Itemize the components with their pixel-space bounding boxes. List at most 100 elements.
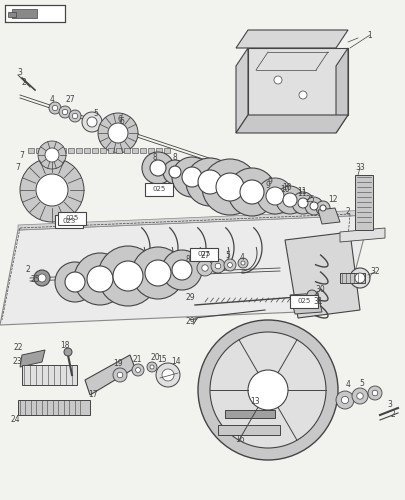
Circle shape <box>228 168 275 216</box>
Bar <box>36 148 42 153</box>
Text: 9: 9 <box>267 178 272 186</box>
Circle shape <box>59 106 71 118</box>
Circle shape <box>256 178 292 214</box>
Text: 21: 21 <box>132 356 141 364</box>
Bar <box>8 12 16 17</box>
Circle shape <box>215 173 243 201</box>
Text: 25: 25 <box>305 196 314 204</box>
Circle shape <box>65 272 85 292</box>
FancyBboxPatch shape <box>55 215 83 228</box>
Circle shape <box>335 391 353 409</box>
Circle shape <box>309 202 317 210</box>
Circle shape <box>211 259 224 273</box>
Text: 24: 24 <box>10 416 20 424</box>
Circle shape <box>185 158 233 206</box>
Circle shape <box>291 192 313 214</box>
Circle shape <box>142 152 174 184</box>
Circle shape <box>69 110 81 122</box>
Circle shape <box>275 186 303 214</box>
Text: 8: 8 <box>172 154 177 162</box>
Text: 31: 31 <box>312 298 322 306</box>
Circle shape <box>162 250 202 290</box>
Circle shape <box>224 259 235 271</box>
Bar <box>148 148 153 153</box>
Circle shape <box>34 270 50 286</box>
Text: 25: 25 <box>30 276 40 284</box>
Circle shape <box>315 201 329 215</box>
Bar <box>124 148 130 153</box>
Text: 11: 11 <box>296 188 306 196</box>
Circle shape <box>297 198 307 208</box>
Circle shape <box>87 117 97 127</box>
Bar <box>304 299 314 307</box>
Text: 12: 12 <box>327 194 337 203</box>
Circle shape <box>98 246 158 306</box>
Circle shape <box>354 273 364 283</box>
Bar <box>156 148 162 153</box>
Text: 5: 5 <box>359 378 364 388</box>
Circle shape <box>38 141 66 169</box>
Text: 10: 10 <box>279 186 289 194</box>
Polygon shape <box>18 210 369 230</box>
Circle shape <box>227 262 232 268</box>
Text: 2: 2 <box>345 208 350 216</box>
Circle shape <box>247 370 287 410</box>
Text: 29: 29 <box>185 294 194 302</box>
Circle shape <box>265 187 284 205</box>
Text: 18: 18 <box>60 340 70 349</box>
Circle shape <box>98 113 138 153</box>
Circle shape <box>198 170 222 194</box>
Circle shape <box>162 160 187 184</box>
Circle shape <box>241 261 244 265</box>
Polygon shape <box>289 293 321 314</box>
Text: 4: 4 <box>49 96 54 104</box>
Text: 2: 2 <box>21 78 26 86</box>
Circle shape <box>117 372 122 378</box>
Text: 27: 27 <box>200 252 209 260</box>
Circle shape <box>74 253 126 305</box>
Circle shape <box>132 364 144 376</box>
Bar <box>92 148 98 153</box>
Text: 025: 025 <box>65 215 79 221</box>
Circle shape <box>172 260 192 280</box>
Text: 16: 16 <box>234 436 244 444</box>
Circle shape <box>349 268 369 288</box>
Bar <box>60 148 66 153</box>
Text: 3: 3 <box>387 400 392 409</box>
Circle shape <box>367 386 381 400</box>
Bar <box>44 148 50 153</box>
Bar <box>68 148 74 153</box>
FancyBboxPatch shape <box>145 183 173 196</box>
Circle shape <box>201 265 208 271</box>
Circle shape <box>172 157 211 197</box>
Bar <box>12 9 37 18</box>
Circle shape <box>72 114 77 118</box>
Circle shape <box>198 320 337 460</box>
Text: 6: 6 <box>119 118 124 126</box>
Circle shape <box>38 274 46 282</box>
Circle shape <box>108 123 128 143</box>
Text: 14: 14 <box>171 358 180 366</box>
Text: 20: 20 <box>150 354 160 362</box>
Circle shape <box>113 261 143 291</box>
Circle shape <box>209 332 325 448</box>
Text: 23: 23 <box>12 358 22 366</box>
Text: 3: 3 <box>17 68 22 76</box>
Bar <box>140 148 146 153</box>
Text: 7: 7 <box>19 150 24 160</box>
Text: 6: 6 <box>117 116 122 124</box>
Circle shape <box>351 388 367 404</box>
Circle shape <box>202 159 257 215</box>
Text: 7: 7 <box>15 164 20 172</box>
Text: 27: 27 <box>65 96 75 104</box>
Circle shape <box>282 193 296 207</box>
Polygon shape <box>339 228 384 242</box>
Bar <box>76 148 82 153</box>
Circle shape <box>273 76 281 84</box>
Circle shape <box>215 263 220 269</box>
Polygon shape <box>335 48 347 133</box>
Text: 13: 13 <box>249 398 259 406</box>
Circle shape <box>371 390 377 396</box>
Text: 19: 19 <box>113 358 122 368</box>
Text: 32: 32 <box>369 268 379 276</box>
